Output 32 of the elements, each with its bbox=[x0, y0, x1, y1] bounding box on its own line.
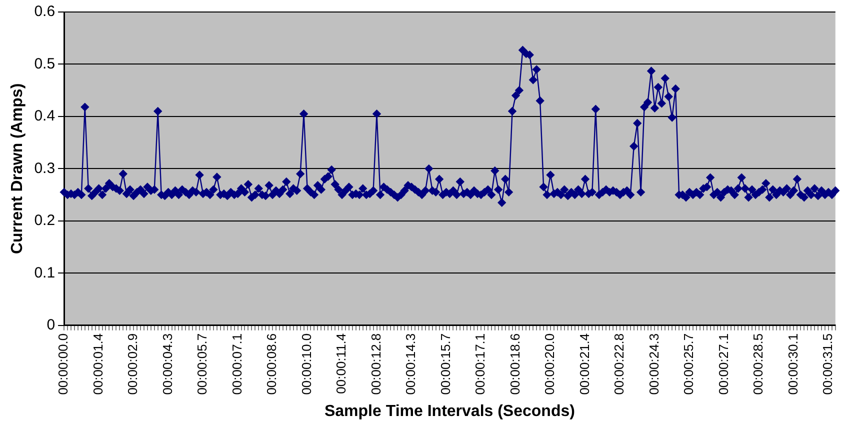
y-tick-label: 0.1 bbox=[34, 264, 56, 282]
x-tick-label: 00:00:02.9 bbox=[125, 333, 140, 395]
y-tick-label: 0.6 bbox=[34, 3, 56, 20]
x-tick-label: 00:00:10.0 bbox=[298, 333, 314, 395]
x-tick-label: 00:00:21.4 bbox=[576, 333, 592, 395]
x-tick-label: 00:00:28.5 bbox=[750, 333, 766, 395]
y-axis-title: Current Drawn (Amps) bbox=[9, 83, 26, 254]
x-tick-label: 00:00:22.8 bbox=[612, 333, 627, 395]
x-tick-label: 00:00:05.7 bbox=[194, 333, 210, 395]
y-tick-label: 0.3 bbox=[34, 160, 56, 177]
x-tick-label: 00:00:25.7 bbox=[681, 333, 696, 395]
x-tick-label: 00:00:20.0 bbox=[542, 333, 558, 395]
x-tick-label: 00:00:12.8 bbox=[368, 333, 384, 395]
x-tick-label: 00:00:00.0 bbox=[56, 333, 71, 395]
x-axis-title: Sample Time Intervals (Seconds) bbox=[324, 402, 575, 420]
x-tick-label: 00:00:15.7 bbox=[438, 333, 453, 395]
x-tick-label: 00:00:17.1 bbox=[472, 333, 488, 395]
y-tick-label: 0 bbox=[46, 316, 56, 334]
y-tick-label: 0.2 bbox=[34, 212, 56, 230]
x-tick-label: 00:00:07.1 bbox=[229, 333, 244, 395]
x-tick-label: 00:00:14.3 bbox=[403, 333, 418, 395]
y-tick-label: 0.4 bbox=[34, 108, 56, 125]
x-tick-label: 00:00:11.4 bbox=[334, 333, 349, 394]
y-tick-label: 0.5 bbox=[34, 55, 56, 72]
x-tick-label: 00:00:27.1 bbox=[716, 333, 731, 395]
x-tick-label: 00:00:30.1 bbox=[785, 333, 800, 395]
x-tick-label: 00:00:01.4 bbox=[90, 333, 106, 395]
x-tick-label: 00:00:31.5 bbox=[820, 333, 836, 395]
x-tick-label: 00:00:04.3 bbox=[160, 333, 175, 395]
x-tick-label: 00:00:08.6 bbox=[264, 333, 280, 395]
x-tick-label: 00:00:18.6 bbox=[507, 333, 522, 395]
x-tick-label: 00:00:24.3 bbox=[646, 333, 662, 395]
